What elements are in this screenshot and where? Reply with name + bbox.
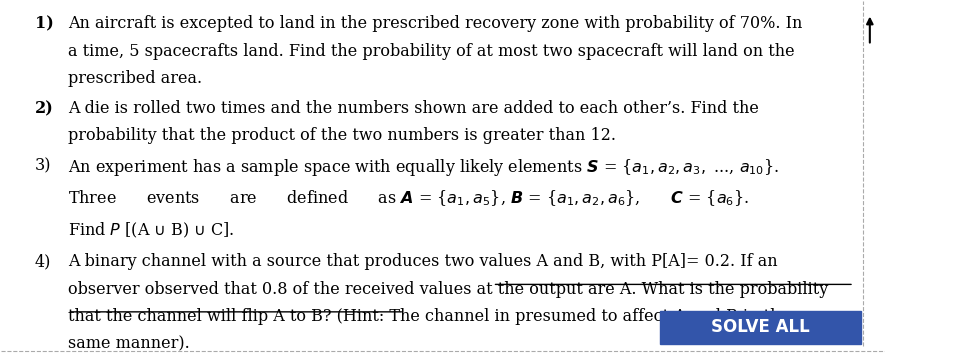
Text: probability that the product of the two numbers is greater than 12.: probability that the product of the two …	[68, 127, 616, 144]
Text: Find $P$ [(A $\cup$ B) $\cup$ C].: Find $P$ [(A $\cup$ B) $\cup$ C].	[68, 220, 234, 240]
Text: 2): 2)	[35, 100, 54, 117]
Text: 4): 4)	[35, 253, 52, 270]
Text: An experiment has a sample space with equally likely elements $\boldsymbol{S}$ =: An experiment has a sample space with eq…	[68, 157, 779, 178]
Text: same manner).: same manner).	[68, 336, 189, 353]
Text: that the channel will flip A to B? (Hint: The channel in presumed to affect A an: that the channel will flip A to B? (Hint…	[68, 308, 789, 325]
Text: prescribed area.: prescribed area.	[68, 71, 201, 87]
Text: SOLVE ALL: SOLVE ALL	[711, 318, 809, 337]
FancyBboxPatch shape	[660, 311, 861, 344]
Text: 3): 3)	[35, 157, 52, 174]
Text: 1): 1)	[35, 15, 54, 33]
Text: A binary channel with a source that produces two values A and B, with P[A]= 0.2.: A binary channel with a source that prod…	[68, 253, 778, 270]
Text: A die is rolled two times and the numbers shown are added to each other’s. Find : A die is rolled two times and the number…	[68, 100, 759, 117]
Text: An aircraft is excepted to land in the prescribed recovery zone with probability: An aircraft is excepted to land in the p…	[68, 15, 802, 33]
Text: Three      events      are      defined      as $\boldsymbol{A}$ = {$a_1, a_5$},: Three events are defined as $\boldsymbol…	[68, 189, 749, 208]
Text: a time, 5 spacecrafts land. Find the probability of at most two spacecraft will : a time, 5 spacecrafts land. Find the pro…	[68, 43, 794, 60]
Text: observer observed that 0.8 of the received values at the output are A. What is t: observer observed that 0.8 of the receiv…	[68, 281, 828, 298]
